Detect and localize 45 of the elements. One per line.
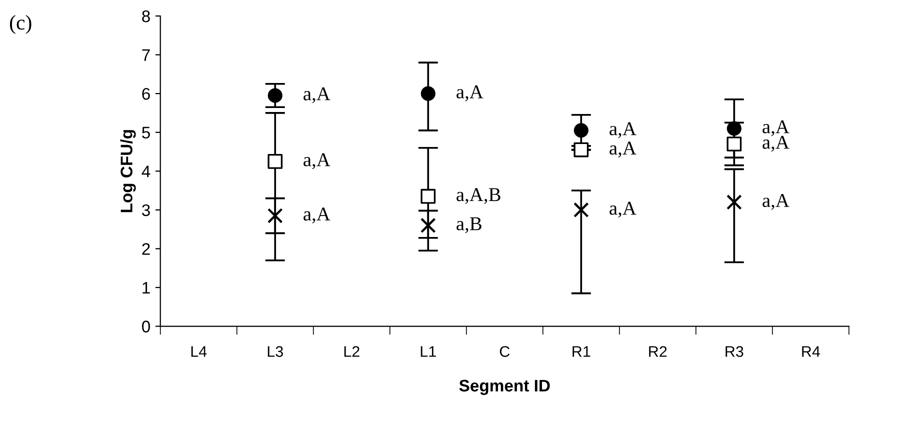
point	[726, 121, 742, 136]
y-tick-label: 2	[142, 243, 150, 255]
point	[726, 194, 742, 210]
y-tick-label: 0	[142, 320, 150, 332]
y-tick-label: 1	[142, 282, 150, 294]
y-tick-label: 5	[142, 126, 150, 139]
chart-title: (c)	[10, 15, 32, 34]
annotation: a,B	[456, 217, 482, 234]
point	[574, 123, 588, 138]
point	[420, 86, 436, 101]
x-tick-label: L3	[268, 346, 283, 357]
point	[573, 202, 589, 218]
point	[574, 142, 589, 158]
x-axis-title: Segment ID	[459, 380, 550, 395]
annotation: a,A	[762, 194, 790, 210]
y-tick-label: 8	[142, 10, 150, 22]
x-tick-label: C	[500, 346, 510, 357]
x-tick-label: L4	[191, 346, 207, 357]
y-tick-label: 6	[142, 88, 150, 100]
point	[420, 218, 436, 234]
point	[726, 136, 742, 152]
x-tick-label: R3	[726, 346, 744, 357]
x-tick-label: R4	[802, 346, 820, 357]
annotation: a,A	[610, 142, 636, 158]
point	[268, 154, 283, 169]
y-tick-label: 3	[142, 204, 150, 216]
x-tick-label: L1	[420, 346, 436, 357]
y-axis-title: Log CFU/g	[120, 130, 136, 212]
annotation: a,A	[762, 136, 790, 152]
annotation: a,A	[456, 85, 484, 102]
annotation: a,A	[610, 202, 636, 218]
y-tick-label: 7	[142, 49, 150, 61]
annotation: a,A	[762, 120, 790, 136]
x-tick-label: L2	[344, 346, 360, 357]
point	[268, 88, 282, 103]
y-tick-label: 4	[142, 166, 150, 178]
annotation: a,A	[304, 153, 330, 170]
annotation: a,A	[304, 87, 330, 104]
annotation: a,A,B	[456, 188, 500, 204]
point	[267, 208, 283, 224]
point	[420, 188, 436, 204]
annotation: a,A	[304, 208, 330, 224]
x-tick-label: R1	[572, 346, 590, 357]
x-tick-label: R2	[649, 346, 667, 357]
annotation: a,A	[610, 122, 636, 138]
